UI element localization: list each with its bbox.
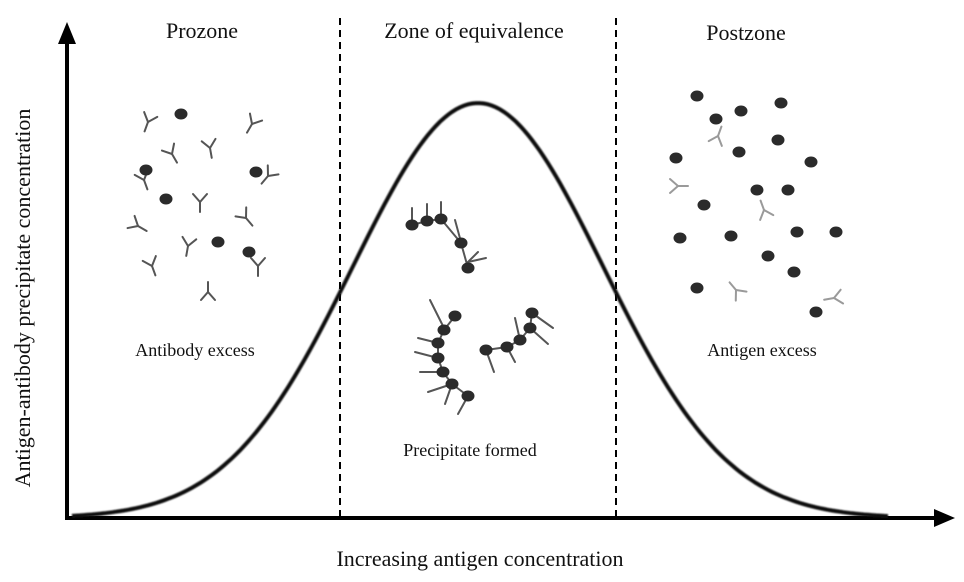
- antibody-icon: [728, 281, 748, 302]
- antigen-icon: [774, 97, 788, 109]
- antigen-icon: [436, 366, 450, 378]
- axes: [58, 22, 955, 527]
- antigen-icon: [479, 344, 493, 356]
- antibody-icon: [234, 206, 254, 227]
- antigen-icon: [431, 337, 445, 349]
- lattice-illustration: [405, 201, 554, 415]
- antigen-icon: [829, 226, 843, 238]
- antibody-icon: [192, 193, 208, 213]
- antibody-icon: [669, 178, 689, 194]
- prozone-illustration: [126, 108, 280, 301]
- antigen-icon: [669, 152, 683, 164]
- antigen-icon: [249, 166, 263, 178]
- note-precipitate-formed: Precipitate formed: [403, 440, 536, 460]
- antibody-icon: [759, 199, 775, 221]
- zone-title-equivalence: Zone of equivalence: [384, 18, 564, 43]
- antibody-icon: [260, 164, 280, 185]
- note-antibody-excess: Antibody excess: [135, 340, 254, 360]
- antigen-icon: [781, 184, 795, 196]
- note-antigen-excess: Antigen excess: [707, 340, 816, 360]
- y-axis-title: Antigen-antibody precipitate concentrati…: [10, 109, 35, 488]
- zone-title-postzone: Postzone: [706, 20, 785, 45]
- antigen-icon: [461, 262, 475, 274]
- antigen-icon: [804, 156, 818, 168]
- antigen-icon: [513, 334, 527, 346]
- antigen-icon: [809, 306, 823, 318]
- antigen-icon: [734, 105, 748, 117]
- zone-title-prozone: Prozone: [166, 18, 238, 43]
- antibody-icon: [126, 214, 148, 232]
- antigen-icon: [174, 108, 188, 120]
- antigen-icon: [790, 226, 804, 238]
- antibody-icon: [246, 112, 264, 134]
- antigen-icon: [434, 213, 448, 225]
- antigen-icon: [159, 193, 173, 205]
- antigen-icon: [420, 215, 434, 227]
- antibody-icon: [250, 257, 266, 277]
- antigen-icon: [732, 146, 746, 158]
- antigen-icon: [525, 307, 539, 319]
- antigen-icon: [750, 184, 764, 196]
- antigen-icon: [761, 250, 775, 262]
- antigen-icon: [709, 113, 723, 125]
- antigen-icon: [523, 322, 537, 334]
- antigen-icon: [787, 266, 801, 278]
- x-axis-arrowhead: [934, 509, 955, 527]
- antigen-icon: [445, 378, 459, 390]
- antigen-icon: [139, 164, 153, 176]
- precipitation-curve: [71, 101, 889, 519]
- antibody-icon: [141, 255, 157, 277]
- antibody-icon: [160, 142, 178, 164]
- antigen-icon: [690, 90, 704, 102]
- antigen-icon: [500, 341, 514, 353]
- antibody-icon: [200, 137, 217, 159]
- antigen-icon: [448, 310, 462, 322]
- antigen-icon: [724, 230, 738, 242]
- antigen-icon: [673, 232, 687, 244]
- antigen-icon: [454, 237, 468, 249]
- antibody-icon: [200, 281, 216, 301]
- antigen-icon: [771, 134, 785, 146]
- antibody-icon: [707, 125, 723, 147]
- antibody-arm: [429, 299, 445, 329]
- antibody-icon: [823, 288, 845, 305]
- antibody-arm: [467, 257, 487, 263]
- antibody-icon: [181, 235, 198, 257]
- antigen-icon: [697, 199, 711, 211]
- y-axis-arrowhead: [58, 22, 76, 44]
- antigen-icon: [461, 390, 475, 402]
- antigen-icon: [405, 219, 419, 231]
- antigen-icon: [211, 236, 225, 248]
- antigen-icon: [431, 352, 445, 364]
- antigen-icon: [437, 324, 451, 336]
- postzone-illustration: [669, 90, 845, 318]
- antibody-icon: [143, 111, 159, 133]
- x-axis-title: Increasing antigen concentration: [336, 546, 623, 571]
- antigen-icon: [690, 282, 704, 294]
- antigen-icon: [242, 246, 256, 258]
